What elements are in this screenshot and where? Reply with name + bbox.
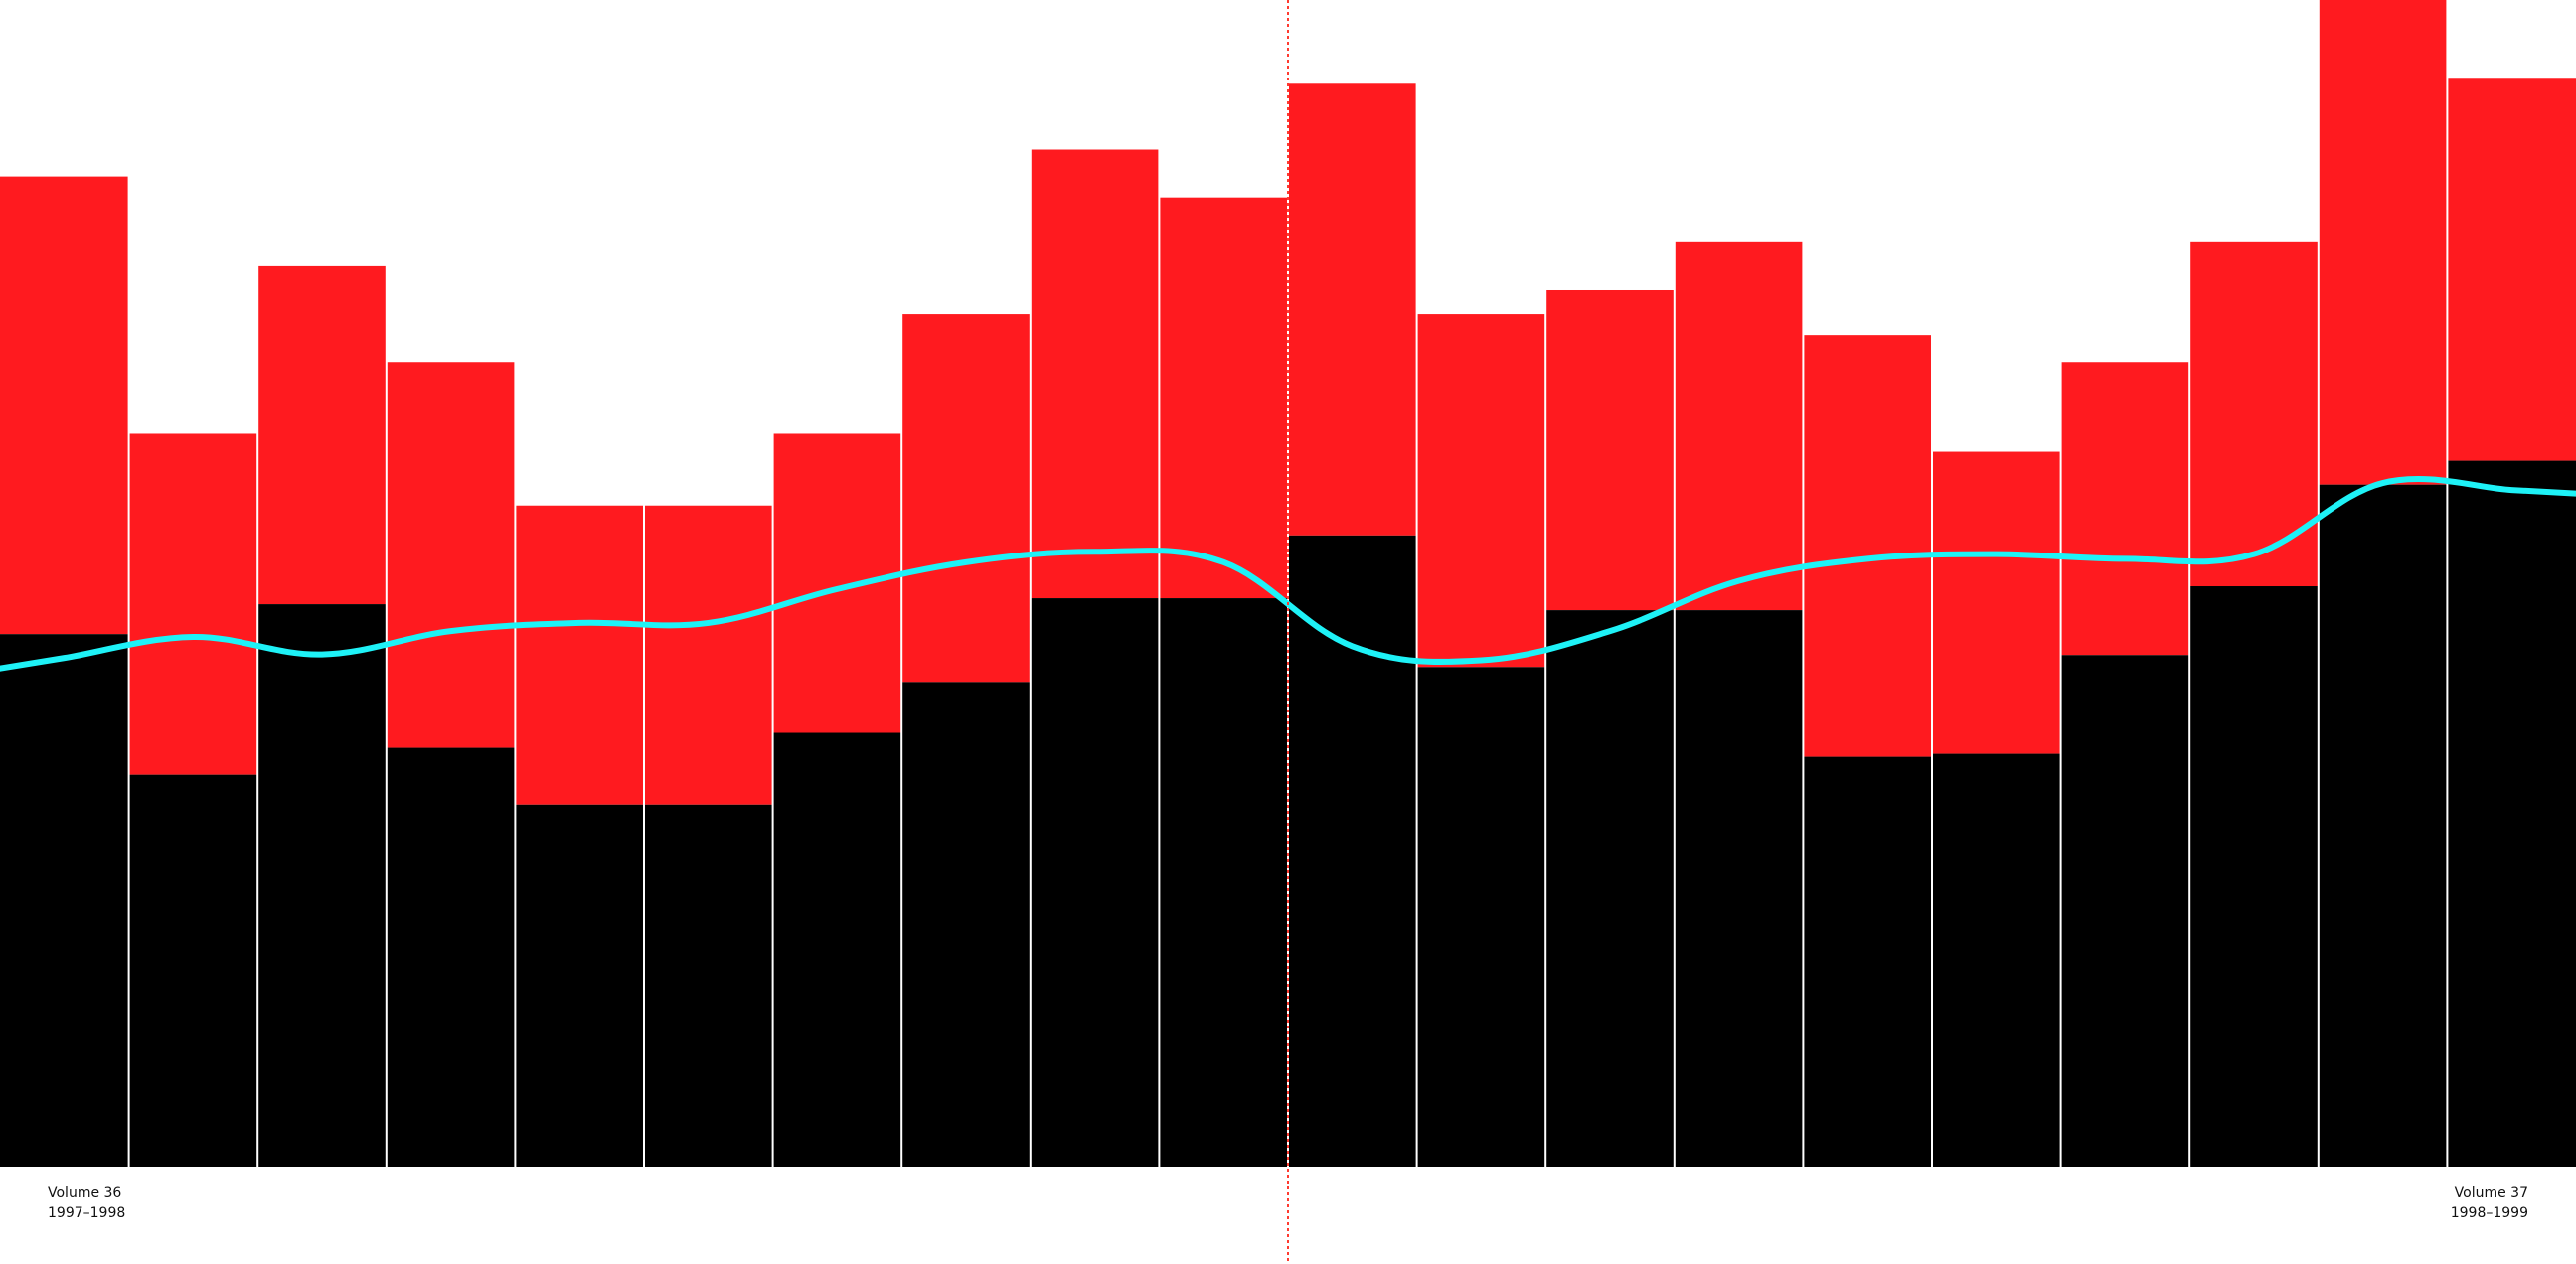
bar-top-segment-1 [0, 176, 129, 635]
bar-top-segment-3 [257, 265, 387, 605]
bar-bottom-segment-3 [257, 604, 387, 1167]
bar-top-segment-14 [1674, 241, 1804, 611]
bar-bottom-segment-13 [1545, 610, 1675, 1167]
bar-top-segment-9 [1030, 149, 1160, 599]
volume-36-annotation: Volume 36 1997–1998 [48, 1184, 125, 1223]
bar-top-segment-19 [2318, 0, 2448, 485]
bar-bottom-segment-15 [1803, 756, 1932, 1167]
bar-top-segment-16 [1932, 451, 2061, 754]
bar-top-segment-10 [1159, 197, 1288, 599]
bar-top-segment-2 [128, 433, 258, 775]
volume-37-years: 1998–1999 [2450, 1205, 2528, 1221]
volume-37-title: Volume 37 [2454, 1185, 2528, 1201]
bar-bottom-segment-6 [644, 804, 773, 1167]
bar-bottom-segment-17 [2060, 655, 2190, 1167]
bar-top-segment-11 [1288, 83, 1417, 536]
bar-top-segment-8 [901, 314, 1031, 683]
bar-top-segment-12 [1416, 314, 1546, 668]
bar-top-segment-5 [515, 505, 644, 805]
volume-37-annotation: Volume 37 1998–1999 [2451, 1184, 2528, 1223]
bar-bottom-segment-11 [1288, 535, 1417, 1167]
bar-top-segment-6 [644, 505, 773, 805]
bar-top-segment-7 [772, 433, 902, 733]
bar-top-segment-18 [2189, 241, 2319, 587]
bar-top-segment-15 [1803, 335, 1932, 757]
bar-bottom-segment-20 [2447, 460, 2576, 1168]
bar-top-segment-13 [1545, 289, 1675, 611]
bar-bottom-segment-12 [1416, 667, 1546, 1167]
bar-bottom-segment-5 [515, 804, 644, 1167]
bar-bottom-segment-19 [2318, 484, 2448, 1168]
bar-bottom-segment-1 [0, 634, 129, 1167]
bar-bottom-segment-9 [1030, 598, 1160, 1167]
bar-bottom-segment-4 [386, 747, 516, 1167]
bar-bottom-segment-18 [2189, 586, 2319, 1167]
bar-top-segment-4 [386, 362, 516, 748]
bar-top-segment-17 [2060, 362, 2190, 656]
bar-top-segment-20 [2447, 78, 2576, 461]
bar-bottom-segment-14 [1674, 610, 1804, 1167]
bar-bottom-segment-10 [1159, 598, 1288, 1167]
volume-36-title: Volume 36 [48, 1185, 122, 1201]
trend-line [0, 475, 2576, 672]
bar-bottom-segment-7 [772, 732, 902, 1167]
bar-bottom-segment-2 [128, 774, 258, 1167]
bar-bottom-segment-16 [1932, 753, 2061, 1167]
volume-36-years: 1997–1998 [48, 1205, 126, 1221]
bar-bottom-segment-8 [901, 682, 1031, 1167]
